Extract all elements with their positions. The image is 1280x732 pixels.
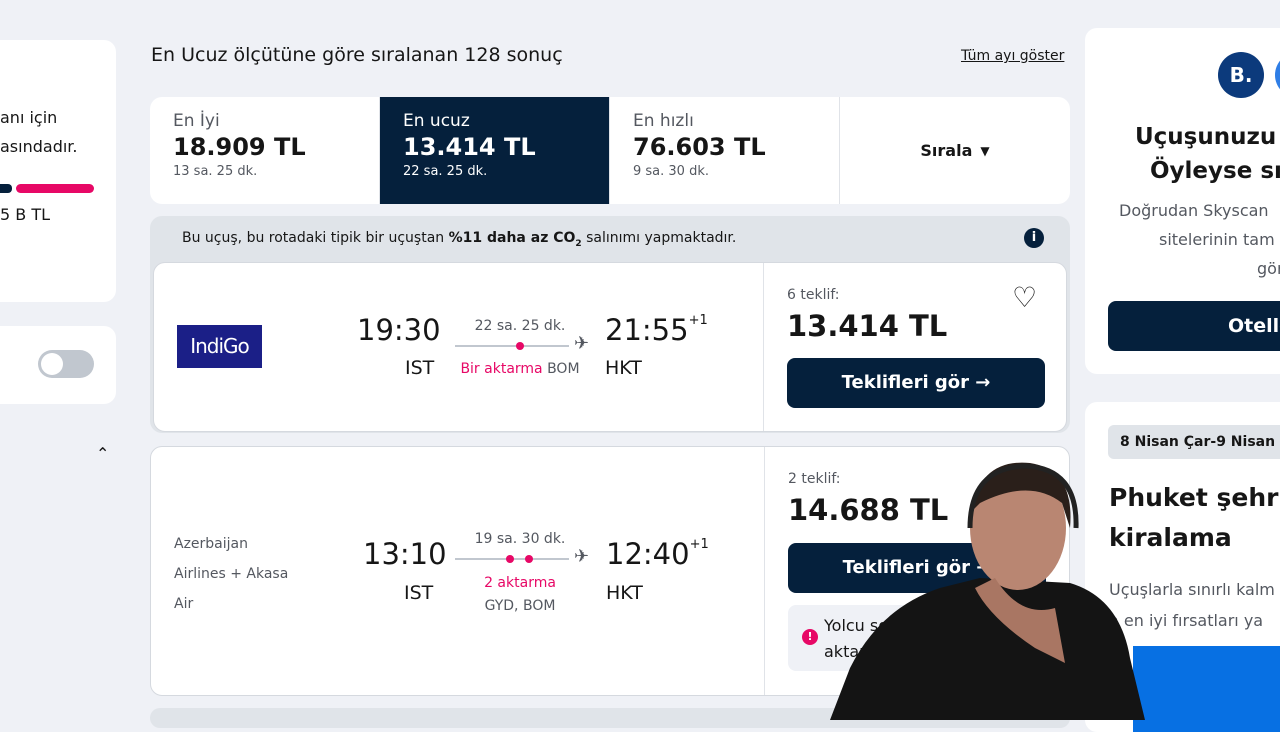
alert-icon: !	[802, 629, 818, 645]
promo-title: Uçuşunuzu Öyleyse sı	[1135, 120, 1280, 188]
stop-dot	[506, 555, 514, 563]
tab-duration: 13 sa. 25 dk.	[173, 164, 258, 179]
depart-time: 19:30	[357, 313, 441, 347]
promo-title: Phuket şehrir kiralama	[1109, 478, 1280, 558]
depart-code: IST	[404, 582, 434, 604]
caret-down-icon: ▼	[980, 143, 990, 158]
sub-line: görü	[1257, 259, 1280, 278]
stops-count: Bir aktarma	[460, 361, 543, 377]
eco-sub: 2	[575, 238, 582, 249]
stops-count: 2 aktarma	[484, 575, 556, 591]
tab-cheapest[interactable]: En ucuz 13.414 TL 22 sa. 25 dk.	[380, 97, 610, 204]
tab-price: 18.909 TL	[173, 133, 306, 161]
stop-airports: GYD, BOM	[484, 598, 556, 614]
panel-text: asındadır.	[0, 137, 78, 156]
duration: 22 sa. 25 dk.	[474, 318, 566, 334]
tab-duration: 9 sa. 30 dk.	[633, 164, 709, 179]
sub-line: sitelerinin tam	[1159, 230, 1275, 249]
stops: Bir aktarma BOM	[440, 361, 600, 377]
price-bar-high	[16, 184, 94, 193]
plane-icon: ✈	[574, 333, 590, 354]
title-line: kiralama	[1109, 523, 1232, 552]
person-hand	[975, 578, 1065, 663]
divider	[763, 263, 764, 431]
person-hair	[970, 462, 1071, 528]
heart-icon[interactable]: ♡	[1012, 281, 1038, 314]
offers-count: 6 teklif:	[787, 287, 840, 303]
price: 13.414 TL	[787, 309, 948, 343]
person-body	[830, 578, 1145, 720]
eco-text: salınımı yapmaktadır.	[581, 230, 737, 246]
stop-airports: BOM	[547, 361, 580, 377]
promo-subtitle: Uçuşlarla sınırlı kalm a en iyi fırsatlar…	[1109, 574, 1275, 636]
route-line	[455, 345, 569, 347]
filter-toggle-panel	[0, 326, 116, 404]
sort-label: Sırala	[920, 141, 973, 160]
arrive-code: HKT	[606, 582, 643, 604]
sort-dropdown[interactable]: Sırala ▼	[840, 97, 1070, 204]
tab-label: En ucuz	[403, 111, 470, 131]
title-line: Uçuşunuzu	[1135, 124, 1277, 150]
tab-label: En İyi	[173, 111, 220, 131]
depart-code: IST	[405, 357, 435, 379]
see-offers-button[interactable]: Teklifleri gör →	[787, 358, 1045, 408]
eco-bold: %11 daha az CO	[448, 230, 576, 246]
tab-duration: 22 sa. 25 dk.	[403, 164, 488, 179]
partner-logo	[1275, 52, 1280, 98]
divider	[764, 447, 765, 695]
tab-price: 13.414 TL	[403, 133, 536, 161]
title-line: Phuket şehrir	[1109, 483, 1280, 512]
airline-line: Airlines + Akasa	[174, 566, 289, 582]
info-icon[interactable]: i	[1024, 228, 1044, 248]
plane-icon: ✈	[574, 546, 590, 567]
arrive-code: HKT	[605, 357, 642, 379]
hotel-promo: B. Uçuşunuzu Öyleyse sı Doğrudan Skyscan s…	[1085, 28, 1280, 374]
airline-line: Azerbaijan	[174, 536, 248, 552]
webcam-overlay	[830, 462, 1145, 720]
depart-time: 13:10	[363, 537, 447, 571]
tab-fastest[interactable]: En hızlı 76.603 TL 9 sa. 30 dk.	[610, 97, 840, 204]
headset-icon	[967, 463, 1079, 529]
stop-dot	[525, 555, 533, 563]
sub-line: Uçuşlarla sınırlı kalm	[1109, 580, 1275, 599]
arrive-time-text: 21:55	[605, 313, 689, 347]
stop-dot	[516, 342, 524, 350]
car-image	[1133, 646, 1280, 732]
hotels-button[interactable]: Oteller	[1108, 301, 1280, 351]
tab-best[interactable]: En İyi 18.909 TL 13 sa. 25 dk.	[150, 97, 380, 204]
car-hire-promo: 8 Nisan Çar-9 Nisan Phuket şehrir kiralam…	[1085, 402, 1280, 732]
airline-logo: IndiGo	[177, 325, 262, 368]
price-range-label: 5 B TL	[0, 205, 51, 224]
sub-line: Doğrudan Skyscan	[1119, 201, 1269, 220]
tab-price: 76.603 TL	[633, 133, 766, 161]
results-heading: En Ucuz ölçütüne göre sıralanan 128 sonu…	[151, 44, 563, 66]
show-whole-month-link[interactable]: Tüm ayı göster	[961, 48, 1065, 64]
airline-line: Air	[174, 596, 194, 612]
eco-message: Bu uçuş, bu rotadaki tipik bir uçuştan %…	[182, 230, 736, 249]
day-offset: +1	[688, 313, 708, 328]
arrive-time: 21:55+1	[605, 313, 708, 347]
toggle-switch[interactable]	[38, 350, 94, 378]
price-bar-low	[0, 184, 12, 193]
price-alert-panel: anı için asındadır. 5 B TL	[0, 40, 116, 302]
offers-count: 2 teklif:	[788, 471, 841, 487]
sort-tabs: En İyi 18.909 TL 13 sa. 25 dk. En ucuz 1…	[150, 97, 1070, 204]
tab-label: En hızlı	[633, 111, 694, 131]
person-face	[970, 466, 1066, 590]
arrive-time: 12:40+1	[606, 537, 709, 571]
flight-card[interactable]: IndiGo 19:30 IST 22 sa. 25 dk. ✈ Bir akt…	[153, 262, 1067, 432]
sub-line: a en iyi fırsatları ya	[1109, 611, 1264, 630]
panel-text: anı için	[0, 108, 58, 127]
arrive-time-text: 12:40	[606, 537, 690, 571]
airline-name: Azerbaijan Airlines + Akasa Air	[174, 529, 288, 619]
booking-logo: B.	[1218, 52, 1264, 98]
eco-text: Bu uçuş, bu rotadaki tipik bir uçuştan	[182, 230, 449, 246]
chevron-up-icon[interactable]: ⌃	[96, 444, 110, 463]
duration: 19 sa. 30 dk.	[474, 531, 566, 547]
day-offset: +1	[689, 537, 709, 552]
promo-subtitle: Doğrudan Skyscan sitelerinin tam görü	[1119, 196, 1280, 283]
price: 14.688 TL	[788, 493, 949, 527]
date-chip: 8 Nisan Çar-9 Nisan	[1108, 425, 1280, 459]
title-line: Öyleyse sı	[1150, 158, 1280, 184]
